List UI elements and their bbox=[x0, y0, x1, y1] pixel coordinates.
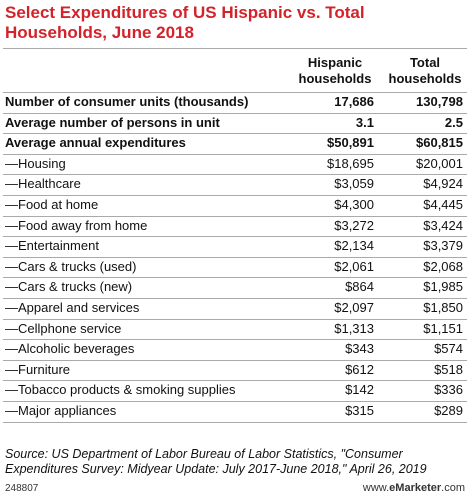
cell-value: $2,061 bbox=[334, 258, 374, 274]
cell-value: $2,134 bbox=[334, 238, 374, 254]
row-label: —Food away from home bbox=[5, 217, 148, 233]
cell-value: $3,379 bbox=[423, 238, 463, 254]
cell-value: $1,850 bbox=[423, 300, 463, 315]
cell-value: $142 bbox=[345, 382, 374, 398]
rule bbox=[3, 236, 467, 238]
cell-value: 2.5 bbox=[444, 114, 463, 130]
cell-value: $574 bbox=[434, 341, 463, 357]
row-label: —Cars & trucks (new) bbox=[5, 279, 133, 295]
row-label: —Tobacco products & smoking supplies bbox=[5, 382, 236, 398]
row-label: Average annual expenditures bbox=[5, 135, 186, 151]
cell-value: $315 bbox=[345, 403, 374, 418]
row-label: —Food at home bbox=[5, 197, 99, 212]
cell-value: 17,686 bbox=[334, 94, 374, 109]
rule bbox=[3, 318, 467, 320]
cell-value: $2,068 bbox=[423, 258, 463, 274]
row-label: —Major appliances bbox=[5, 403, 117, 418]
rule bbox=[3, 195, 467, 196]
cell-value: $20,001 bbox=[416, 155, 463, 171]
row-label: —Alcoholic beverages bbox=[5, 341, 135, 357]
cell-value: $3,272 bbox=[334, 217, 374, 233]
cell-value: $3,424 bbox=[423, 217, 463, 233]
row-label: —Apparel and services bbox=[5, 300, 140, 315]
rule bbox=[3, 339, 467, 341]
site-brand: eMarketer bbox=[389, 482, 442, 494]
cell-value: $18,695 bbox=[327, 155, 374, 171]
cell-value: $3,059 bbox=[334, 176, 374, 192]
rule bbox=[3, 277, 467, 279]
cell-value: $2,097 bbox=[334, 300, 374, 315]
cell-value: $4,300 bbox=[334, 197, 374, 212]
cell-value: 3.1 bbox=[355, 114, 374, 130]
cell-value: $336 bbox=[434, 382, 463, 398]
site-suffix: .com bbox=[441, 482, 465, 494]
cell-value: $4,924 bbox=[423, 176, 463, 192]
rule bbox=[3, 48, 467, 49]
cell-value: $50,891 bbox=[327, 135, 374, 151]
cell-value: $864 bbox=[345, 279, 374, 295]
row-label: Number of consumer units (thousands) bbox=[5, 94, 249, 109]
rule bbox=[3, 215, 467, 217]
cell-value: $343 bbox=[345, 341, 374, 357]
row-label: —Furniture bbox=[5, 361, 71, 377]
row-label: —Cars & trucks (used) bbox=[5, 258, 137, 274]
site: www.eMarketer.com bbox=[363, 482, 465, 494]
rule bbox=[3, 112, 467, 114]
column-header: Total households bbox=[388, 55, 462, 86]
rule bbox=[3, 153, 467, 155]
rule bbox=[3, 298, 467, 299]
row-label: —Entertainment bbox=[5, 238, 99, 254]
cell-value: $289 bbox=[434, 403, 463, 418]
rule bbox=[3, 133, 467, 135]
cell-value: $518 bbox=[434, 361, 463, 377]
cell-value: $4,445 bbox=[423, 197, 463, 212]
rule bbox=[3, 359, 467, 361]
cell-value: $60,815 bbox=[416, 135, 463, 151]
site-prefix: www. bbox=[362, 482, 390, 494]
cell-value: $1,151 bbox=[423, 320, 463, 336]
rule bbox=[3, 401, 467, 402]
source: Source: US Department of Labor Bureau of… bbox=[5, 447, 427, 476]
cell-value: $1,985 bbox=[423, 279, 463, 295]
cell-value: $1,313 bbox=[334, 320, 374, 336]
rule bbox=[3, 256, 467, 258]
row-label: Average number of persons in unit bbox=[5, 114, 220, 130]
row-label: —Healthcare bbox=[5, 176, 81, 192]
rule bbox=[3, 92, 467, 93]
chart-id: 248807 bbox=[5, 483, 39, 494]
cell-value: $612 bbox=[345, 361, 374, 377]
row-label: —Housing bbox=[5, 155, 66, 171]
cell-value: 130,798 bbox=[416, 94, 463, 109]
rule bbox=[3, 174, 467, 176]
title: Select Expenditures of US Hispanic vs. T… bbox=[5, 3, 365, 42]
row-label: —Cellphone service bbox=[5, 320, 122, 336]
rule bbox=[3, 380, 467, 382]
column-header: Hispanic households bbox=[298, 55, 372, 86]
rule bbox=[3, 421, 467, 423]
